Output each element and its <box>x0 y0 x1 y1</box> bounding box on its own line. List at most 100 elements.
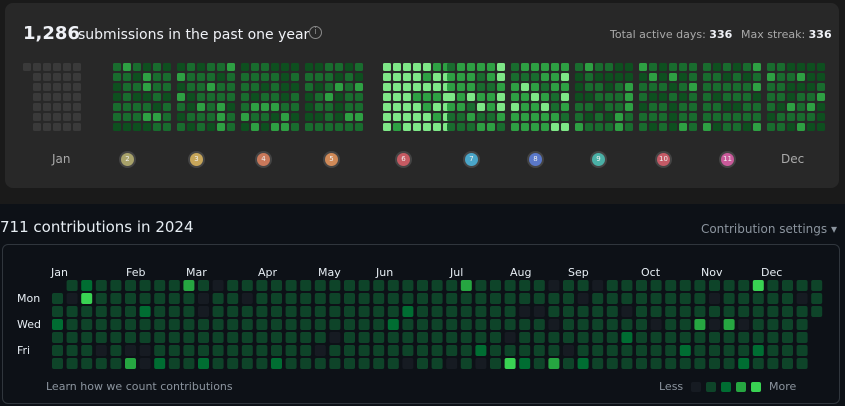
contribution-day-cell <box>709 358 720 369</box>
lc-day-cell <box>447 113 455 121</box>
lc-day-cell <box>753 123 761 131</box>
contribution-day-cell <box>285 319 297 330</box>
lc-day-cell <box>457 123 465 131</box>
lc-day-cell <box>541 113 549 121</box>
lc-day-cell <box>315 113 323 121</box>
contribution-day-cell <box>285 280 297 291</box>
lc-day-cell <box>649 93 657 101</box>
contribution-day-cell <box>446 358 458 369</box>
contribution-settings-button[interactable]: Contribution settings ▾ <box>700 222 837 236</box>
lc-day-cell <box>669 103 677 111</box>
lc-day-cell <box>575 73 583 81</box>
lc-day-cell <box>383 113 391 121</box>
month-badge-icon[interactable]: 10 <box>655 151 672 168</box>
lc-day-cell <box>467 83 475 91</box>
lc-day-cell <box>153 113 161 121</box>
contribution-day-cell <box>665 306 677 317</box>
contribution-day-cell <box>154 280 166 291</box>
lc-day-cell <box>511 63 519 71</box>
month-badge-icon[interactable]: 6 <box>395 151 412 168</box>
lc-day-cell <box>355 63 363 71</box>
contribution-day-cell <box>723 319 735 330</box>
contribution-day-cell <box>329 280 341 291</box>
contribution-day-cell <box>387 306 399 317</box>
contribution-day-cell <box>373 332 385 343</box>
lc-day-cell <box>649 123 657 131</box>
lc-day-cell <box>355 113 363 121</box>
contribution-day-cell <box>198 293 209 304</box>
month-badge-icon[interactable]: 5 <box>323 151 340 168</box>
lc-day-cell <box>541 63 549 71</box>
lc-day-cell <box>659 103 667 111</box>
contribution-day-cell <box>548 345 560 356</box>
month-badge-icon[interactable]: 2 <box>119 151 136 168</box>
lc-day-cell <box>467 123 475 131</box>
lc-day-cell <box>477 93 485 101</box>
contribution-day-cell <box>563 345 574 356</box>
lc-day-cell <box>345 103 353 111</box>
lc-day-cell <box>817 83 825 91</box>
month-badge-icon[interactable]: 9 <box>590 151 607 168</box>
lc-day-cell <box>723 73 731 81</box>
lc-day-cell <box>689 113 697 121</box>
lc-day-cell <box>561 113 569 121</box>
month-label: May <box>318 266 341 279</box>
contribution-day-cell <box>66 293 78 304</box>
month-badge-icon[interactable]: 4 <box>255 151 272 168</box>
lc-day-cell <box>163 103 171 111</box>
contribution-day-cell <box>314 306 326 317</box>
contribution-day-cell <box>431 319 443 330</box>
lc-day-cell <box>207 63 215 71</box>
lc-day-cell <box>423 63 431 71</box>
lc-day-cell <box>511 103 519 111</box>
contribution-day-cell <box>577 306 589 317</box>
contribution-day-cell <box>606 332 618 343</box>
lc-day-cell <box>659 113 667 121</box>
lc-day-cell <box>271 63 279 71</box>
contribution-day-cell <box>796 319 808 330</box>
lc-day-cell <box>733 123 741 131</box>
lc-day-cell <box>217 83 225 91</box>
info-icon[interactable]: i <box>309 26 322 39</box>
learn-contributions-link[interactable]: Learn how we count contributions <box>46 380 233 393</box>
lc-day-cell <box>723 113 731 121</box>
contribution-day-cell <box>431 306 443 317</box>
lc-day-cell <box>551 83 559 91</box>
lc-day-cell <box>217 73 225 81</box>
lc-day-cell <box>73 93 81 101</box>
month-badge-icon[interactable]: 7 <box>463 151 480 168</box>
lc-day-cell <box>551 93 559 101</box>
contribution-day-cell <box>738 306 750 317</box>
lc-day-cell <box>625 103 633 111</box>
lc-day-cell <box>271 103 279 111</box>
contribution-day-cell <box>446 319 458 330</box>
contribution-day-cell <box>752 280 764 291</box>
month-badge-icon[interactable]: 3 <box>188 151 205 168</box>
lc-day-cell <box>383 103 391 111</box>
contribution-day-cell <box>782 280 793 291</box>
contribution-day-cell <box>358 293 370 304</box>
contribution-heatmap <box>52 280 823 369</box>
contribution-day-cell <box>738 293 750 304</box>
lc-day-cell <box>355 73 363 81</box>
lc-day-cell <box>241 63 249 71</box>
contribution-day-cell <box>504 306 516 317</box>
lc-day-cell <box>669 73 677 81</box>
contribution-day-cell <box>110 293 122 304</box>
lc-day-cell <box>659 73 667 81</box>
lc-day-cell <box>477 63 485 71</box>
month-badge-icon[interactable]: 11 <box>719 151 736 168</box>
lc-day-cell <box>315 63 323 71</box>
month-label: Aug <box>510 266 532 279</box>
lc-day-cell <box>521 73 529 81</box>
contribution-day-cell <box>139 358 151 369</box>
lc-day-cell <box>639 93 647 101</box>
lc-day-cell <box>487 73 495 81</box>
month-badge-icon[interactable]: 8 <box>527 151 544 168</box>
contribution-day-cell <box>533 306 545 317</box>
max-streak: Max streak: 336 <box>741 28 832 41</box>
lc-day-cell <box>393 103 401 111</box>
contribution-day-cell <box>358 345 370 356</box>
contribution-day-cell <box>738 358 750 369</box>
lc-day-cell <box>585 63 593 71</box>
